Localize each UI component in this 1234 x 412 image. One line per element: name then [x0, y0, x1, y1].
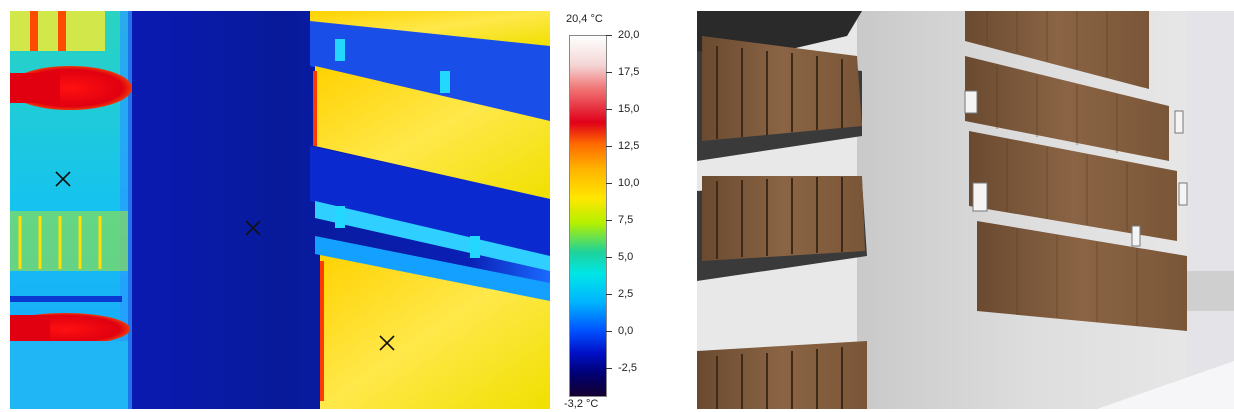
scale-max-label: 20,4 °C: [566, 13, 603, 25]
temperature-scale: 20,4 °C 20,0 17,5 15,0 12,5 10,0 7,5 5,0…: [552, 11, 672, 412]
scale-min-label: -3,2 °C: [564, 398, 599, 410]
tick-label: 7,5: [618, 214, 634, 226]
tick-mark: [606, 109, 612, 110]
thermal-image: [10, 11, 550, 409]
tick-label: 5,0: [618, 251, 634, 263]
tick-label: 2,5: [618, 288, 634, 300]
thermal-image-svg: [10, 11, 550, 409]
tick-mark: [606, 368, 612, 369]
tick-label: 10,0: [618, 177, 640, 189]
tick-label: -2,5: [618, 362, 637, 374]
tick-label: 20,0: [618, 29, 640, 41]
tick-mark: [606, 220, 612, 221]
tick-mark: [606, 146, 612, 147]
tick-label: 0,0: [618, 325, 634, 337]
tick-mark: [606, 35, 612, 36]
tick-label: 17,5: [618, 66, 640, 78]
tick-mark: [606, 183, 612, 184]
building-photo-svg: [697, 11, 1234, 409]
color-scale-bar: [569, 35, 607, 397]
building-photo: [697, 11, 1234, 409]
tick-label: 12,5: [618, 140, 640, 152]
tick-mark: [606, 331, 612, 332]
tick-label: 15,0: [618, 103, 640, 115]
tick-mark: [606, 294, 612, 295]
tick-mark: [606, 72, 612, 73]
measurement-markers: [55, 171, 395, 351]
tick-mark: [606, 257, 612, 258]
